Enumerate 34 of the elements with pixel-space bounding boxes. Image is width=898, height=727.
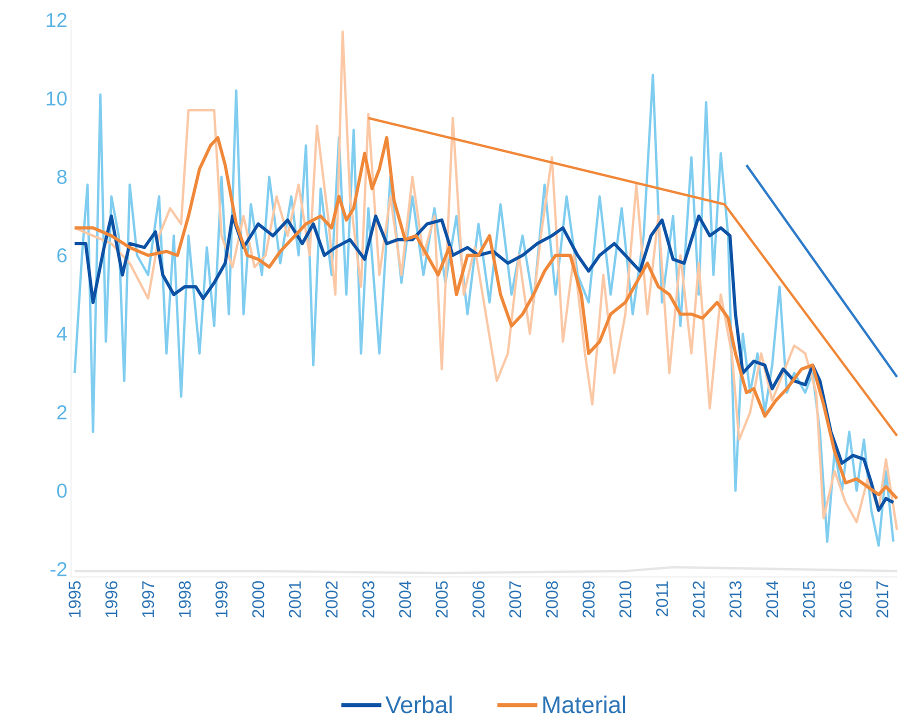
x-tick-label: 2007 — [509, 581, 522, 618]
line-series — [73, 214, 895, 512]
x-tick-label: 2011 — [656, 581, 668, 616]
x-tick-label: 2002 — [326, 581, 338, 618]
x-tick-label: 2003 — [362, 581, 374, 618]
x-tick-label: 2009 — [582, 581, 595, 618]
x-tick-label: 2012 — [692, 581, 705, 618]
y-tick-label: -2 — [50, 562, 66, 576]
x-tick-label: 2006 — [472, 581, 485, 618]
x-tick-label: 2004 — [399, 581, 412, 618]
legend-label: Verbal — [385, 696, 452, 714]
x-tick-label: 1996 — [105, 581, 118, 618]
x-tick-label: 1998 — [178, 581, 191, 618]
x-tick-label: 2016 — [840, 581, 852, 618]
x-tick-label: 2008 — [546, 581, 558, 618]
y-tick-label: 10 — [46, 91, 67, 106]
x-tick-label: 2014 — [766, 581, 778, 618]
legend-label: Material — [543, 696, 626, 714]
y-tick-label: 0 — [57, 484, 67, 498]
x-tick-label: 2017 — [876, 581, 888, 618]
x-tick-label: 2005 — [436, 581, 448, 618]
x-tick-label: 2015 — [802, 581, 815, 618]
y-tick-label: 4 — [56, 326, 67, 341]
y-tick-label: 8 — [57, 170, 67, 184]
x-tick-label: 2001 — [288, 581, 301, 618]
x-tick-label: 1995 — [68, 581, 81, 618]
x-tick-label: 2000 — [252, 581, 264, 618]
x-tick-label: 2010 — [619, 581, 632, 618]
y-tick-label: 2 — [57, 405, 66, 420]
x-tick-label: 1999 — [216, 581, 228, 618]
x-tick-label: 1997 — [142, 581, 154, 618]
y-tick-label: 6 — [57, 248, 67, 262]
x-tick-label: 2013 — [729, 581, 742, 618]
y-tick-label: 12 — [46, 13, 66, 27]
